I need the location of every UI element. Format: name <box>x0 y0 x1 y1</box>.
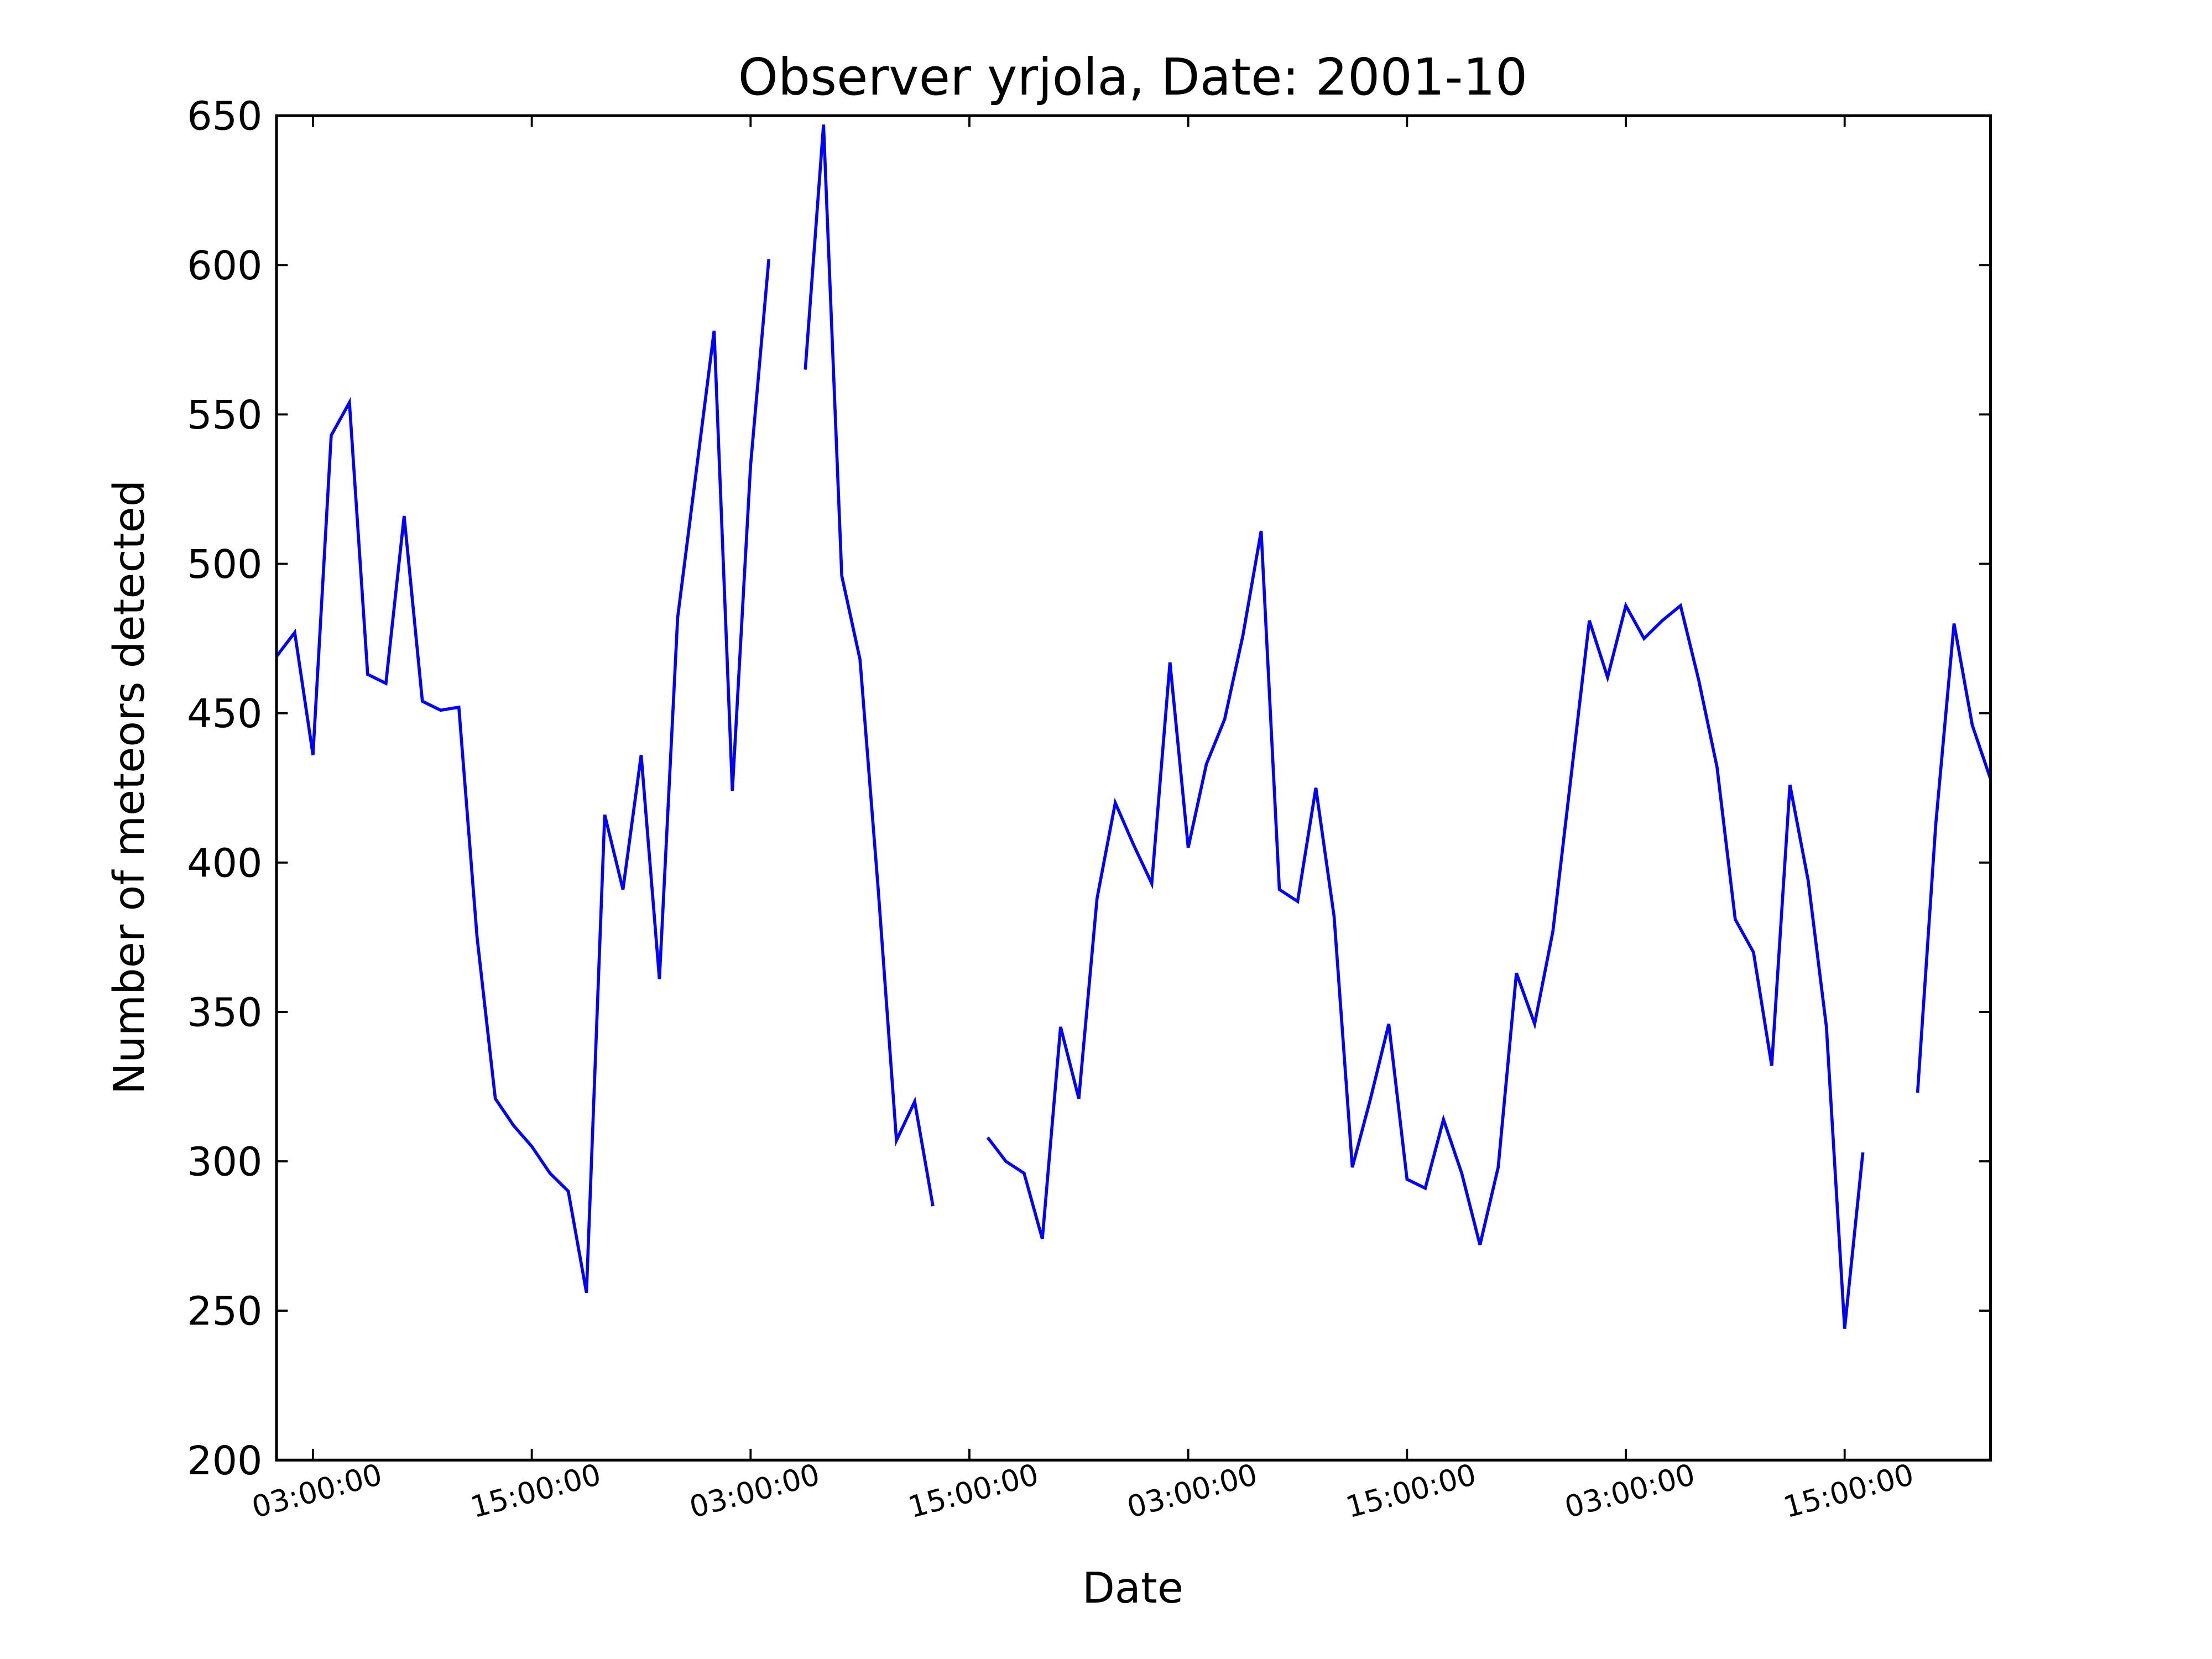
x-tick-label: 03:00:00 <box>686 1457 823 1525</box>
x-tick-label: 15:00:00 <box>1780 1457 1918 1525</box>
y-tick-label: 650 <box>187 93 262 139</box>
y-tick-label: 350 <box>187 989 262 1035</box>
x-axis-label: Date <box>1082 1564 1183 1613</box>
x-tick-label: 03:00:00 <box>1561 1457 1699 1525</box>
y-tick-label: 250 <box>187 1288 262 1334</box>
y-tick-label: 500 <box>187 541 262 587</box>
x-tick-label: 15:00:00 <box>905 1457 1042 1525</box>
y-tick-label: 550 <box>187 392 262 438</box>
y-tick-label: 200 <box>187 1438 262 1484</box>
x-tick-label: 15:00:00 <box>467 1457 604 1525</box>
data-line <box>276 124 1991 1329</box>
x-tick-label: 03:00:00 <box>1123 1457 1261 1525</box>
chart-title: Observer yrjola, Date: 2001-10 <box>738 48 1528 107</box>
x-tick-label: 15:00:00 <box>1342 1457 1480 1525</box>
x-tick-label: 03:00:00 <box>248 1457 386 1525</box>
y-tick-label: 400 <box>187 840 262 886</box>
y-axis-label: Number of meteors detected <box>105 480 154 1094</box>
y-tick-label: 450 <box>187 691 262 737</box>
plot-frame <box>275 114 1992 1462</box>
y-tick-label: 300 <box>187 1139 262 1185</box>
y-tick-label: 600 <box>187 243 262 289</box>
